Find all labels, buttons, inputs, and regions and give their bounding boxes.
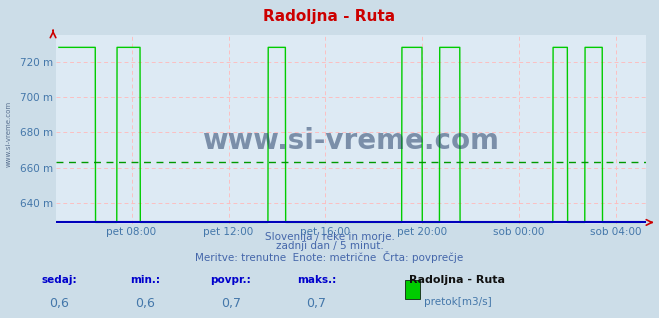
- Text: 0,7: 0,7: [306, 297, 326, 310]
- Text: povpr.:: povpr.:: [210, 275, 251, 285]
- Text: 0,6: 0,6: [49, 297, 69, 310]
- Text: 0,7: 0,7: [221, 297, 241, 310]
- Text: www.si-vreme.com: www.si-vreme.com: [5, 100, 12, 167]
- Text: zadnji dan / 5 minut.: zadnji dan / 5 minut.: [275, 241, 384, 251]
- Text: Radoljna - Ruta: Radoljna - Ruta: [264, 9, 395, 24]
- Text: pretok[m3/s]: pretok[m3/s]: [424, 297, 492, 307]
- Text: 0,6: 0,6: [135, 297, 155, 310]
- Text: Slovenija / reke in morje.: Slovenija / reke in morje.: [264, 232, 395, 241]
- Text: sedaj:: sedaj:: [42, 275, 77, 285]
- Text: Meritve: trenutne  Enote: metrične  Črta: povprečje: Meritve: trenutne Enote: metrične Črta: …: [195, 251, 464, 263]
- Text: min.:: min.:: [130, 275, 160, 285]
- Text: maks.:: maks.:: [297, 275, 336, 285]
- Text: www.si-vreme.com: www.si-vreme.com: [202, 127, 500, 155]
- Text: Radoljna - Ruta: Radoljna - Ruta: [409, 275, 505, 285]
